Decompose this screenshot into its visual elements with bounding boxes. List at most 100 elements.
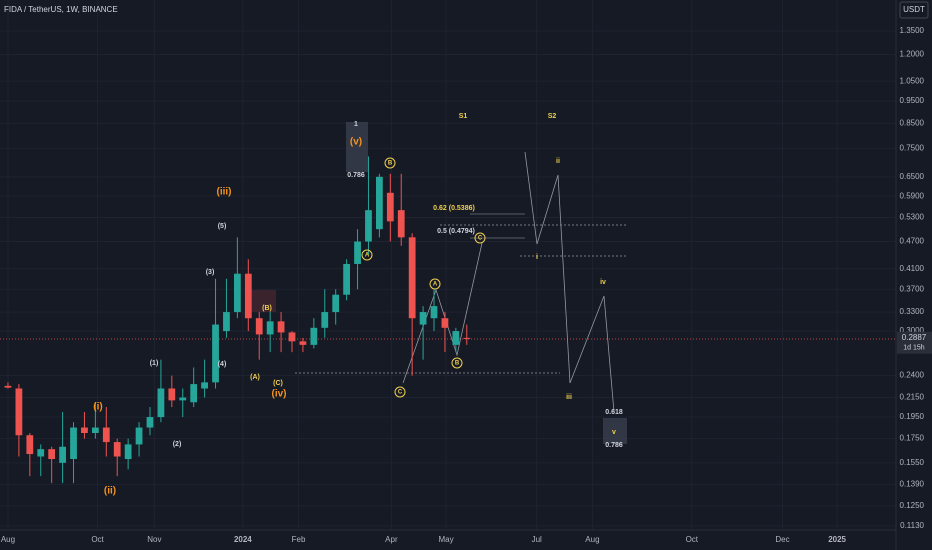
y-tick-label: 1.0500 xyxy=(900,76,925,85)
y-tick-label: 0.1750 xyxy=(900,434,925,443)
price-tag xyxy=(897,331,932,354)
candles xyxy=(4,156,471,484)
annotation: (iv) xyxy=(272,389,287,400)
annotation: (B) xyxy=(262,305,272,312)
y-tick-label: 0.4700 xyxy=(900,237,925,246)
candle-body xyxy=(463,337,471,339)
candle-body xyxy=(408,237,416,319)
y-tick-label: 0.5300 xyxy=(900,213,925,222)
annotation: v xyxy=(612,429,616,436)
y-tick-label: 0.7500 xyxy=(900,143,925,152)
x-tick-label: Feb xyxy=(292,535,306,544)
annotation: i xyxy=(536,254,538,261)
annotation: (ii) xyxy=(104,486,116,497)
candle-body xyxy=(212,324,219,383)
candle-body xyxy=(365,210,372,242)
annotation: 0.786 xyxy=(605,442,623,449)
y-tick-label: 0.4100 xyxy=(900,264,925,273)
x-tick-label: Dec xyxy=(775,535,789,544)
annotation: S1 xyxy=(459,113,468,120)
y-tick-label: 1.3500 xyxy=(900,26,925,35)
candle-body xyxy=(452,331,460,345)
candle-body xyxy=(277,321,285,333)
annotation: A xyxy=(365,253,370,259)
candle-body xyxy=(157,388,165,418)
chart-title: FIDA / TetherUS, 1W, BINANCE xyxy=(4,5,118,14)
price-tag-label: 0.2887 xyxy=(902,333,927,342)
candle-body xyxy=(266,321,274,335)
wave-circle xyxy=(429,278,441,290)
candle-body xyxy=(59,446,66,463)
annotations: (i) (ii) (iii) (iv) (v) (1) (2) (3) (4) (5) (A) (B)… xyxy=(93,113,623,497)
grid xyxy=(0,0,895,530)
x-tick-label: Nov xyxy=(147,535,161,544)
candle-body xyxy=(397,210,405,238)
annotation: iv xyxy=(600,279,606,286)
x-tick-label: May xyxy=(438,535,453,544)
candle-body xyxy=(223,312,230,332)
y-tick-label: 0.1250 xyxy=(900,501,925,510)
candle-body xyxy=(354,241,361,264)
x-tick-label: Oct xyxy=(91,535,104,544)
annotation: ii xyxy=(556,158,560,165)
y-tick-label: 0.2150 xyxy=(900,393,925,402)
wave-circle xyxy=(384,157,396,169)
candle-body xyxy=(4,385,12,388)
candle-body xyxy=(91,427,99,434)
annotation: 0.618 xyxy=(605,409,623,416)
annotation: (5) xyxy=(218,223,227,230)
annotation: (4) xyxy=(218,361,227,368)
annotation: C xyxy=(398,390,403,396)
candle-body xyxy=(441,318,449,328)
candle-body xyxy=(124,444,132,460)
candle-body xyxy=(310,327,318,345)
wave-circle xyxy=(451,357,463,369)
candle-body xyxy=(146,417,154,428)
candle-body xyxy=(26,435,34,455)
candle-body xyxy=(81,427,88,434)
highlight-box xyxy=(246,290,276,312)
y-tick-label: 0.6500 xyxy=(900,172,925,181)
highlight-box xyxy=(346,122,368,172)
candle-body xyxy=(332,294,340,313)
countdown: 1d 15h xyxy=(903,345,925,352)
annotation: (3) xyxy=(206,269,215,276)
y-tick-label: 0.3300 xyxy=(900,307,925,316)
projection-path xyxy=(524,151,615,413)
y-tick-label: 1.2000 xyxy=(900,50,925,59)
x-tick-label: Apr xyxy=(385,535,398,544)
candle-body xyxy=(288,332,296,342)
wave-circle xyxy=(361,249,373,261)
annotation: (1) xyxy=(150,360,159,367)
y-tick-label: 0.8500 xyxy=(900,118,925,127)
x-tick-label: Jul xyxy=(532,535,542,544)
annotation: (A) xyxy=(250,374,260,381)
annotation: 1 xyxy=(354,121,358,128)
candle-body xyxy=(113,442,121,457)
x-tick-label: 2024 xyxy=(234,535,252,544)
y-axis-unit: USDT xyxy=(903,5,925,14)
candle-body xyxy=(299,341,307,345)
x-tick-label: Oct xyxy=(686,535,699,544)
annotation: B xyxy=(388,161,393,167)
annotation: iii xyxy=(566,394,572,401)
annotation: S2 xyxy=(548,113,557,120)
candle-body xyxy=(244,273,252,319)
candle-body xyxy=(70,427,77,460)
candle-body xyxy=(430,306,438,319)
candle-body xyxy=(15,388,23,436)
annotation: 0.786 xyxy=(347,172,365,179)
y-tick-label: 0.9500 xyxy=(900,96,925,105)
x-tick-label: Aug xyxy=(585,535,599,544)
y-tick-label: 0.3700 xyxy=(900,284,925,293)
y-tick-label: 0.1390 xyxy=(900,480,925,489)
highlight-box xyxy=(603,418,627,444)
candle-body xyxy=(135,427,143,445)
annotation: (v) xyxy=(350,137,362,148)
annotation: (C) xyxy=(273,380,283,387)
candle-body xyxy=(168,388,176,401)
candle-body xyxy=(190,384,198,403)
annotation: 0.62 (0.5386) xyxy=(433,205,475,212)
